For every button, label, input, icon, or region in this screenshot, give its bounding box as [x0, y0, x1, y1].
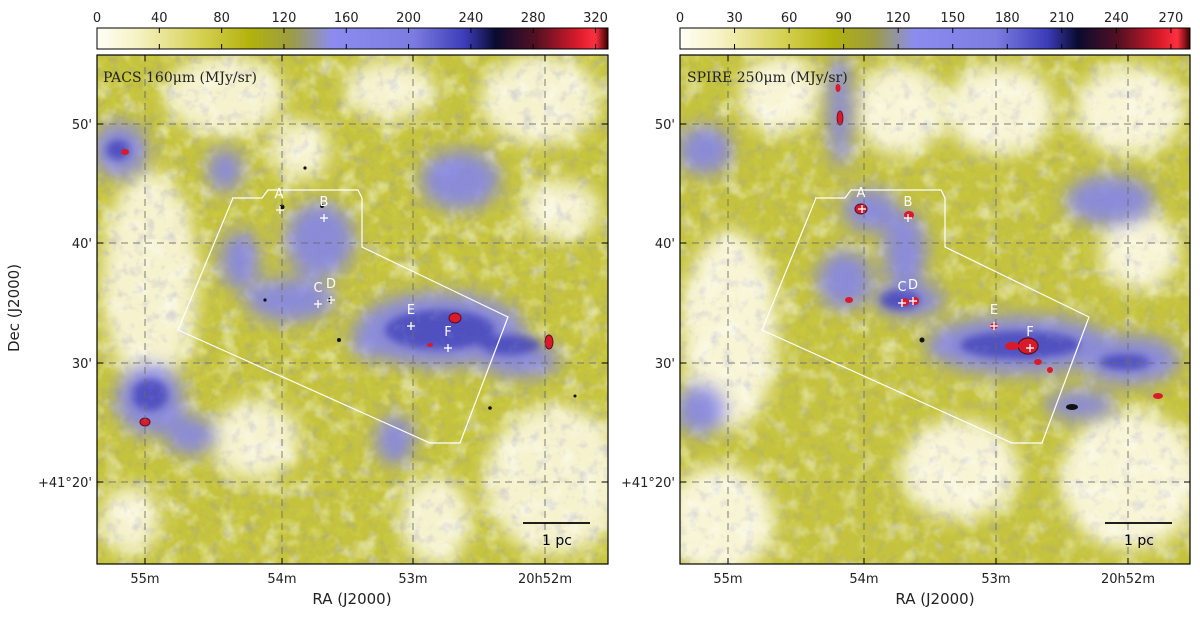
source-label-c: C — [897, 280, 906, 295]
colorbar-tick-label-pacs: 80 — [213, 11, 230, 26]
coverage-outline-pacs — [177, 189, 509, 444]
colorbar-tick-label-spire: 60 — [781, 11, 798, 26]
source-marker-d: D — [326, 277, 336, 304]
colorbar-tick-label-spire: 150 — [940, 11, 965, 26]
axis-ticks-pacs: 55m 54m 53m 20h52m 50' 40' 30' +41°20' — [38, 55, 608, 587]
dec-tick-label-spire: +41°20' — [621, 476, 675, 491]
colorbar-tick-label-pacs: 240 — [458, 11, 483, 26]
ra-tick-label-pacs: 54m — [267, 572, 296, 587]
source-label-b: B — [904, 195, 913, 210]
colorbar-tick-label-spire: 180 — [995, 11, 1020, 26]
panel-pacs: 0 40 80 120 160 200 240 280 320 — [38, 11, 609, 587]
source-label-f: F — [1026, 325, 1033, 340]
ra-tick-label-pacs: 55m — [130, 572, 159, 587]
dec-tick-label-spire: 30' — [655, 357, 675, 372]
coordinate-grid-spire — [680, 55, 1190, 564]
colorbar-tick-label-spire: 90 — [835, 11, 852, 26]
source-marker-d: D — [908, 278, 918, 305]
source-label-d: D — [908, 278, 918, 293]
scale-bar-label-spire: 1 pc — [1124, 533, 1154, 549]
colorbar-tick-label-spire: 30 — [726, 11, 743, 26]
colorbar-tick-label-spire: 210 — [1049, 11, 1074, 26]
source-label-b: B — [320, 195, 329, 210]
colorbar-ticks-pacs: 0 40 80 120 160 200 240 280 320 — [93, 11, 608, 49]
dec-tick-label-pacs: 40' — [72, 237, 92, 252]
ra-tick-label-spire: 54m — [849, 572, 878, 587]
emission-map-pacs: A B C D E F PACS 160μm (MJy/sr) 1 pc — [97, 55, 608, 564]
emission-map-spire: A B C D E F SPIRE 250μm (MJy/sr) 1 pc — [680, 55, 1190, 564]
ra-tick-label-spire: 55m — [713, 572, 742, 587]
panel-title-pacs: PACS 160μm (MJy/sr) — [103, 70, 257, 86]
source-label-d: D — [326, 277, 336, 292]
ra-tick-label-pacs: 53m — [398, 572, 427, 587]
source-marker-e: E — [990, 303, 998, 330]
source-label-c: C — [313, 281, 322, 296]
source-label-a: A — [857, 186, 866, 201]
source-markers-spire: A B C D E F — [857, 186, 1034, 352]
source-marker-a: A — [275, 187, 284, 214]
hot-spots-spire — [835, 84, 1163, 410]
colorbar-tick-label-spire: 0 — [676, 11, 684, 26]
source-marker-b: B — [904, 195, 913, 222]
coordinate-grid-pacs — [97, 55, 608, 564]
source-markers-pacs: A B C D E F — [275, 187, 452, 352]
colorbar-tick-label-pacs: 0 — [93, 11, 101, 26]
source-label-a: A — [275, 187, 284, 202]
colorbar-tick-label-pacs: 40 — [151, 11, 168, 26]
dec-tick-label-pacs: +41°20' — [38, 476, 92, 491]
source-marker-e: E — [407, 303, 415, 330]
dec-tick-label-spire: 50' — [655, 118, 675, 133]
scale-bar-spire: 1 pc — [1105, 522, 1172, 549]
dec-tick-label-spire: 40' — [655, 237, 675, 252]
panel-title-spire: SPIRE 250μm (MJy/sr) — [687, 70, 848, 86]
source-label-e: E — [407, 303, 415, 318]
colorbar-pacs — [96, 27, 609, 50]
colorbar-tick-label-pacs: 120 — [272, 11, 297, 26]
axis-title-dec: Dec (J2000) — [5, 264, 23, 352]
source-label-e: E — [990, 303, 998, 318]
colorbar-tick-label-pacs: 320 — [583, 11, 608, 26]
axis-title-ra-pacs: RA (J2000) — [312, 590, 391, 608]
source-marker-c: C — [313, 281, 323, 308]
colorbar-spire — [679, 27, 1191, 50]
colorbar-tick-label-pacs: 280 — [521, 11, 546, 26]
source-marker-f: F — [444, 325, 452, 352]
source-marker-a: A — [857, 186, 866, 213]
source-marker-b: B — [320, 195, 329, 222]
dec-tick-label-pacs: 30' — [72, 357, 92, 372]
dec-tick-label-pacs: 50' — [72, 118, 92, 133]
axis-ticks-spire: 55m 54m 53m 20h52m 50' 40' 30' +41°20' — [621, 55, 1190, 587]
colorbar-ticks-spire: 0 30 60 90 120 150 180 210 240 270 — [676, 11, 1183, 49]
coverage-outline-spire — [761, 189, 1090, 444]
colorbar-tick-label-pacs: 200 — [396, 11, 421, 26]
ra-tick-label-spire: 53m — [981, 572, 1010, 587]
panel-spire: 0 30 60 90 120 150 180 210 240 270 — [621, 11, 1191, 587]
source-marker-f: F — [1026, 325, 1034, 352]
scale-bar-label-pacs: 1 pc — [542, 533, 572, 549]
colorbar-tick-label-spire: 120 — [886, 11, 911, 26]
colorbar-tick-label-spire: 240 — [1104, 11, 1129, 26]
source-label-f: F — [444, 325, 451, 340]
ra-tick-label-spire: 20h52m — [1101, 572, 1155, 587]
source-marker-c: C — [897, 280, 907, 307]
colorbar-tick-label-pacs: 160 — [334, 11, 359, 26]
colorbar-tick-label-spire: 270 — [1158, 11, 1183, 26]
ra-tick-label-pacs: 20h52m — [518, 572, 572, 587]
axis-title-ra-spire: RA (J2000) — [895, 590, 974, 608]
scale-bar-pacs: 1 pc — [523, 522, 590, 549]
